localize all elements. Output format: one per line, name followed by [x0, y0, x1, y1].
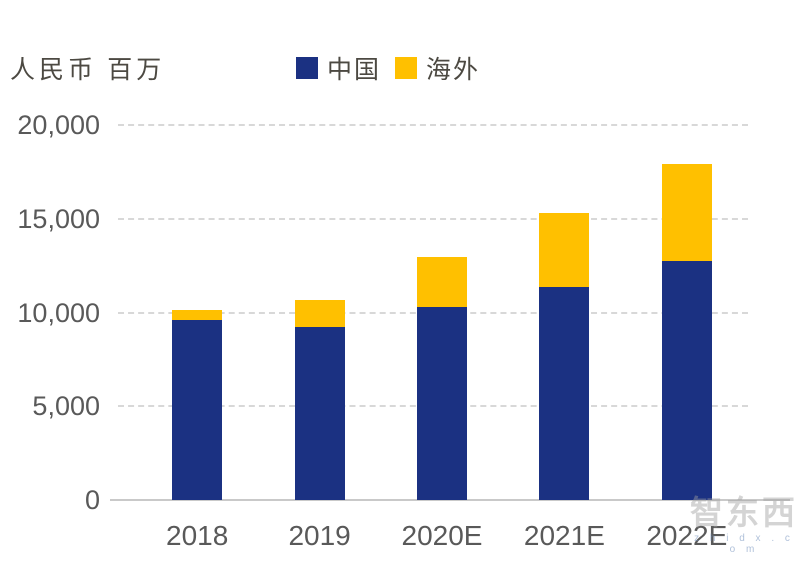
x-tick-label: 2022E	[646, 520, 728, 551]
bar-segment-2021E-s1	[539, 213, 590, 288]
bar-segment-2018-s0	[172, 320, 223, 500]
bar-segment-2020E-s0	[417, 306, 467, 500]
legend-swatch-china	[296, 57, 318, 79]
x-axis-line	[110, 499, 790, 501]
bar-segment-2019-s1	[294, 300, 345, 327]
legend-item-china: 中国	[296, 50, 381, 86]
legend-label-china: 中国	[327, 57, 382, 84]
y-tick-label: 0	[84, 485, 100, 515]
bar-segment-2020E-s1	[417, 257, 467, 307]
bar-segment-2022E-s1	[661, 164, 712, 261]
legend-swatch-overseas	[395, 57, 418, 79]
y-tick-label: 15,000	[17, 203, 100, 234]
y-tick-label: 20,000	[17, 110, 100, 140]
bar-segment-2021E-s0	[539, 287, 590, 500]
x-tick-label: 2019	[288, 520, 351, 551]
bar-segment-2019-s0	[294, 326, 345, 500]
y-tick-label: 10,000	[17, 297, 100, 328]
bar-segment-2018-s1	[172, 309, 223, 320]
gridline	[118, 217, 748, 220]
legend: 中国 海外	[296, 50, 480, 86]
x-tick-label: 2021E	[523, 520, 605, 551]
legend-label-overseas: 海外	[426, 57, 481, 84]
x-tick-label: 2018	[166, 520, 229, 551]
y-tick-label: 5,000	[32, 391, 100, 422]
x-tick-label: 2020E	[401, 520, 483, 551]
y-axis-unit-title: 人民币 百万	[10, 57, 166, 84]
gridline	[118, 124, 748, 126]
legend-item-overseas: 海外	[395, 50, 480, 86]
bar-segment-2022E-s0	[661, 260, 712, 500]
